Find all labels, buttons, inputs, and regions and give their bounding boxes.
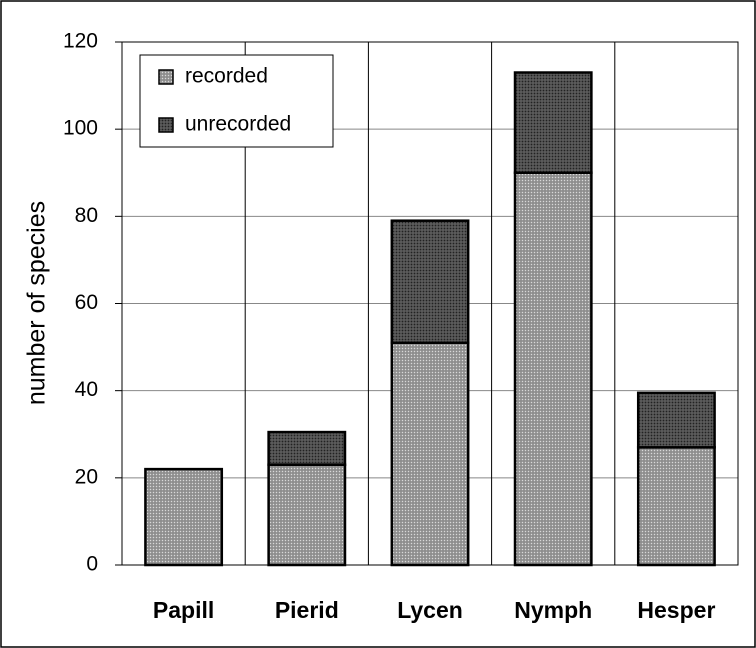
legend-label: recorded xyxy=(185,65,268,88)
bar-segment xyxy=(390,219,470,344)
x-tick-label: Pierid xyxy=(275,597,339,623)
y-tick-label: 40 xyxy=(75,378,98,401)
y-tick-label: 20 xyxy=(75,465,98,488)
bar-segment xyxy=(513,171,593,567)
x-tick-label: Papill xyxy=(153,597,214,623)
bar-segment xyxy=(267,463,347,567)
y-tick-label: 60 xyxy=(75,291,98,314)
y-tick-label: 80 xyxy=(75,204,98,227)
bar-segment xyxy=(636,446,716,567)
x-tick-label: Nymph xyxy=(514,597,592,623)
x-tick-label: Hesper xyxy=(637,597,715,623)
y-tick-label: 120 xyxy=(63,30,98,53)
y-tick-label: 100 xyxy=(63,117,98,140)
y-tick-label: 0 xyxy=(86,553,98,576)
legend-swatch xyxy=(158,117,174,133)
x-tick-label: Lycen xyxy=(397,597,463,623)
legend-label: unrecorded xyxy=(185,113,291,136)
y-axis-label: number of species xyxy=(23,201,51,405)
bar-segment xyxy=(267,430,347,467)
legend-swatch xyxy=(158,69,174,85)
bar-segment xyxy=(636,391,716,449)
bar-segment xyxy=(390,341,470,567)
bar-segment xyxy=(513,71,593,174)
bar-segment xyxy=(144,467,224,567)
